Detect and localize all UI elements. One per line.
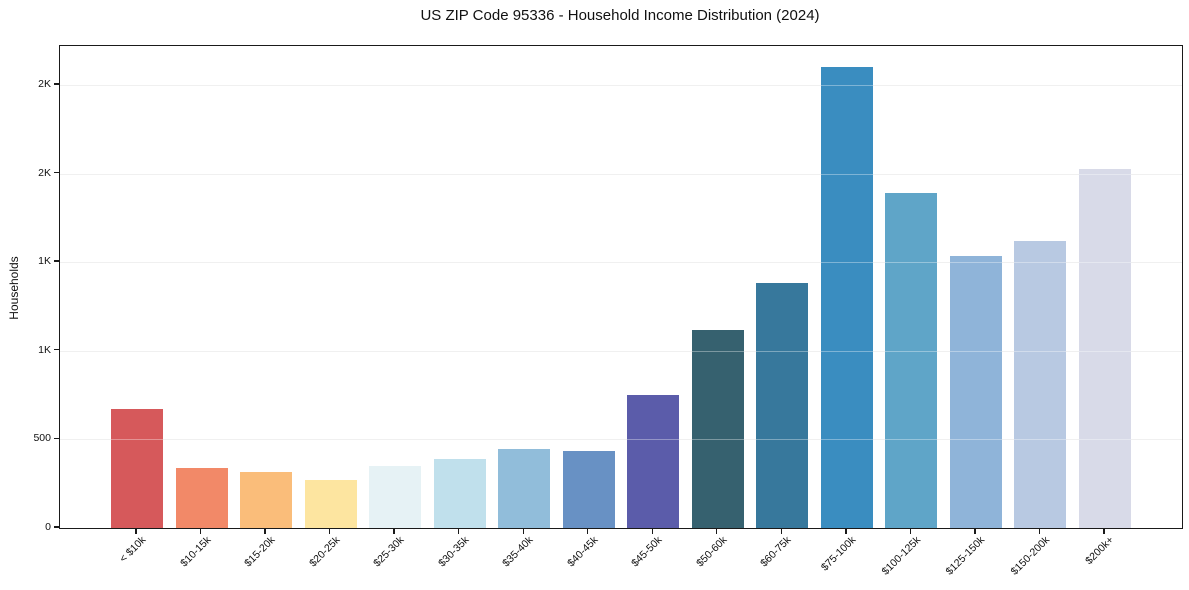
- x-tick-mark: [587, 528, 589, 534]
- bar-$25-30k: [369, 465, 422, 528]
- x-tick-mark: [780, 528, 783, 534]
- x-tick-mark: [1103, 528, 1105, 534]
- x-tick-mark: [1038, 528, 1041, 534]
- y-tick-mark: [54, 171, 59, 174]
- bar-$150-200k: [1014, 240, 1067, 528]
- x-tick-mark: [651, 528, 653, 534]
- y-tick-mark: [54, 260, 59, 262]
- y-tick-mark: [54, 349, 59, 351]
- gridline: [60, 84, 1182, 86]
- gridline: [60, 439, 1182, 441]
- x-tick-label: $60-75k: [758, 534, 794, 570]
- x-tick-label: $200k+: [1083, 534, 1117, 568]
- x-tick-mark: [909, 528, 912, 534]
- bar-$20-25k: [304, 480, 357, 528]
- gridline-overlay: [60, 173, 1182, 175]
- x-tick-label: $35-40k: [500, 534, 536, 570]
- x-tick-mark: [522, 528, 524, 534]
- x-tick-label: $45-50k: [629, 534, 665, 570]
- x-tick-mark: [135, 528, 137, 534]
- x-tick-mark: [974, 528, 976, 534]
- x-tick-label: $150-200k: [1008, 534, 1052, 578]
- gridline-overlay: [60, 350, 1182, 352]
- gridline-overlay: [60, 84, 1182, 86]
- y-tick-label: 2K: [38, 166, 51, 179]
- gridline: [60, 262, 1182, 264]
- bar-$10-15k: [175, 467, 228, 528]
- y-tick-mark: [54, 83, 59, 85]
- x-tick-mark: [393, 528, 395, 534]
- x-tick-label: $75-100k: [818, 534, 859, 574]
- x-tick-label: $40-45k: [564, 534, 601, 570]
- chart-title: US ZIP Code 95336 - Household Income Dis…: [420, 7, 820, 24]
- x-tick-label: $10-15k: [177, 534, 214, 570]
- gridline: [60, 173, 1182, 175]
- x-tick-mark: [845, 528, 847, 534]
- bar-$50-60k: [691, 330, 744, 528]
- bar-$75-100k: [820, 67, 873, 528]
- bar-$60-75k: [756, 283, 809, 528]
- y-tick-mark: [54, 526, 59, 528]
- x-tick-label: $20-25k: [306, 534, 343, 570]
- y-tick-label: 500: [33, 432, 51, 445]
- x-tick-label: $50-60k: [693, 534, 730, 570]
- x-tick-label: $30-35k: [435, 534, 472, 570]
- y-tick-label: 1K: [38, 255, 51, 268]
- x-tick-label: < $10k: [117, 534, 149, 565]
- x-tick-label: $100-125k: [879, 534, 923, 578]
- bar-$30-35k: [433, 458, 486, 528]
- bar-$15-20k: [240, 472, 293, 528]
- gridline-overlay: [60, 439, 1182, 441]
- y-tick-label: 1K: [38, 343, 51, 356]
- y-tick-mark: [54, 437, 59, 440]
- bar-$100-125k: [885, 193, 938, 528]
- bar-$35-40k: [498, 449, 551, 528]
- bar-$200k+: [1079, 169, 1131, 528]
- x-tick-mark: [716, 528, 718, 534]
- x-tick-label: $125-150k: [943, 534, 988, 578]
- x-tick-mark: [264, 528, 266, 534]
- x-tick-label: $25-30k: [371, 534, 407, 570]
- x-tick-mark: [457, 528, 460, 534]
- x-tick-label: $15-20k: [242, 534, 278, 570]
- y-tick-label: 0: [45, 521, 51, 533]
- bar-$45-50k: [627, 395, 680, 528]
- bar-$125-150k: [949, 256, 1002, 528]
- plot-area: [59, 45, 1183, 529]
- x-tick-mark: [328, 528, 331, 534]
- x-tick-mark: [199, 528, 202, 534]
- bar-< $10k: [111, 409, 163, 528]
- y-tick-label: 2K: [38, 77, 51, 90]
- bar-$40-45k: [562, 450, 615, 528]
- gridline-overlay: [60, 262, 1182, 264]
- gridline: [60, 350, 1182, 352]
